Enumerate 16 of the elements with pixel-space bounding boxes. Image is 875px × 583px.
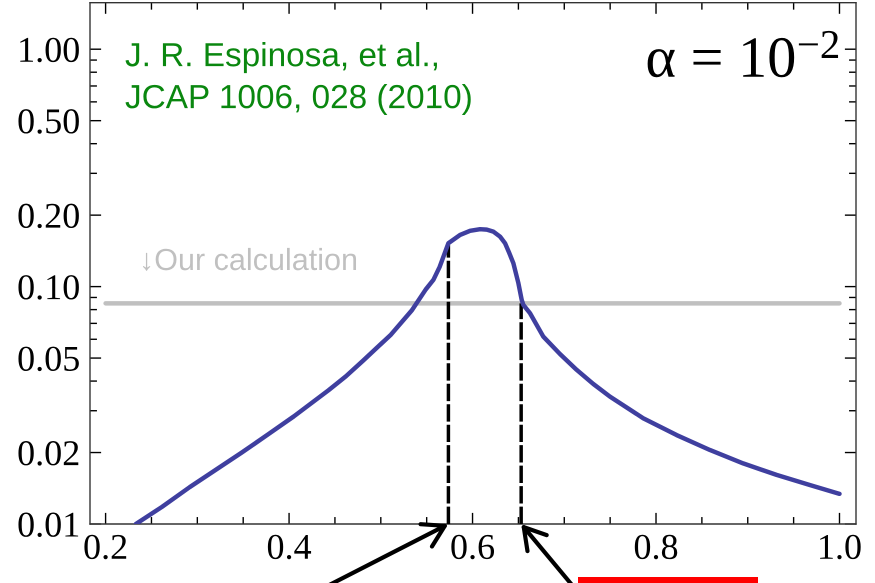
x-tick-label: 0.8 xyxy=(634,534,678,560)
y-tick-label: 0.10 xyxy=(18,275,79,300)
x-tick-label: 0.4 xyxy=(268,534,312,560)
series-label: ↓Our calculation xyxy=(142,248,356,271)
annotation: α = 10$^{−2}$ xyxy=(648,30,838,78)
y-tick-label: 0.50 xyxy=(18,109,79,134)
y-tick-label: 1.00 xyxy=(20,38,79,62)
x-tick-label: 1.0 xyxy=(820,534,861,560)
y-tick-label: 0.01 xyxy=(18,512,78,538)
line-series xyxy=(134,226,842,524)
y-tick-label: 0.20 xyxy=(18,204,79,228)
y-tick-label: 0.02 xyxy=(18,441,78,466)
x-tick-label: 0.2 xyxy=(84,534,126,560)
annotation: J. R. Espinosa, et al., JCAP 1006, 028 (2010) xyxy=(126,42,471,115)
x-tick-label: 0.6 xyxy=(451,534,494,560)
y-tick-label: 0.05 xyxy=(18,346,79,372)
